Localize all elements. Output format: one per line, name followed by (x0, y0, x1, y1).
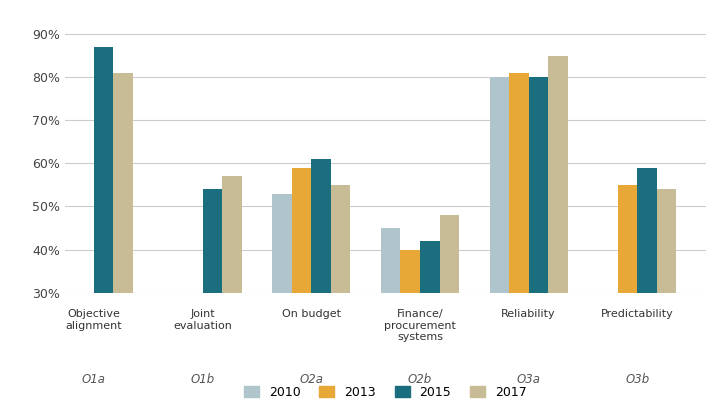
Text: O2b: O2b (408, 373, 432, 386)
Bar (420, 241, 439, 293)
Text: O1a: O1a (82, 373, 106, 386)
Bar (657, 189, 677, 293)
Bar (400, 250, 420, 293)
Bar (381, 228, 400, 293)
Bar (272, 194, 292, 293)
Text: O3b: O3b (625, 373, 649, 386)
Text: On budget: On budget (282, 309, 341, 319)
Bar (222, 176, 242, 293)
Text: O3a: O3a (517, 373, 541, 386)
Bar (490, 77, 509, 293)
Bar (311, 159, 331, 293)
Text: Objective
alignment: Objective alignment (66, 309, 122, 331)
Bar (439, 215, 459, 293)
Bar (331, 185, 351, 293)
Bar (94, 47, 114, 293)
Bar (509, 73, 528, 293)
Text: O1b: O1b (191, 373, 215, 386)
Bar (292, 168, 311, 293)
Text: Reliability: Reliability (501, 309, 556, 319)
Bar (202, 189, 222, 293)
Bar (528, 77, 548, 293)
Text: Predictability: Predictability (601, 309, 674, 319)
Text: Finance/
procurement
systems: Finance/ procurement systems (384, 309, 456, 342)
Text: Joint
evaluation: Joint evaluation (174, 309, 232, 331)
Text: O2a: O2a (300, 373, 323, 386)
Legend: 2010, 2013, 2015, 2017: 2010, 2013, 2015, 2017 (238, 381, 532, 404)
Bar (548, 56, 568, 293)
Bar (114, 73, 133, 293)
Bar (618, 185, 637, 293)
Bar (637, 168, 657, 293)
